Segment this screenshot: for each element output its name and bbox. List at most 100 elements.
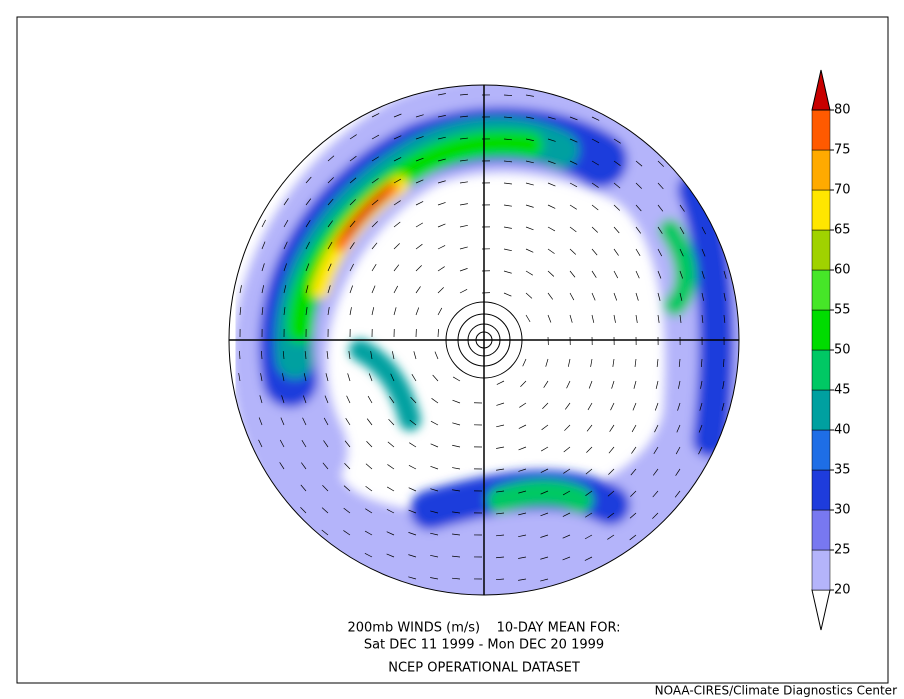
wind-arrow: [635, 160, 643, 167]
wind-arrow: [388, 418, 395, 426]
wind-arrow: [437, 287, 444, 294]
wind-arrow: [675, 446, 681, 455]
wind-arrow: [434, 351, 439, 360]
wind-arrow: [371, 242, 378, 250]
wind-arrow: [459, 289, 468, 294]
wind-arrow: [701, 314, 704, 323]
wind-arrow: [496, 556, 505, 559]
wind-arrow: [305, 176, 312, 184]
wind-arrow: [371, 307, 375, 316]
wind-arrow: [260, 350, 263, 360]
wind-arrow: [366, 440, 373, 448]
wind-arrow: [348, 351, 351, 360]
wind-arrow: [588, 380, 593, 389]
wind-arrow: [629, 534, 637, 541]
wind-arrow: [612, 358, 615, 367]
wind-arrow: [525, 160, 534, 164]
wind-arrow: [613, 160, 621, 166]
wind-arrow: [368, 373, 373, 382]
colorbar-tip: [811, 589, 831, 631]
wind-arrow: [630, 468, 637, 476]
wind-arrow: [525, 270, 534, 276]
colorbar-label: 55: [834, 303, 851, 318]
wind-arrow: [613, 182, 621, 189]
colorbar-label: 45: [834, 383, 851, 398]
colorbar-segment: [811, 149, 831, 191]
wind-arrow: [635, 182, 642, 189]
wind-arrow: [540, 578, 549, 582]
wind-arrow: [430, 465, 439, 470]
wind-arrow: [430, 488, 439, 492]
wind-arrow: [459, 159, 468, 162]
shade-45: [487, 479, 593, 513]
wind-arrow: [569, 204, 577, 210]
wind-arrow: [327, 220, 333, 228]
wind-arrow: [679, 270, 683, 279]
wind-arrow: [635, 270, 640, 279]
wind-arrow: [452, 422, 461, 426]
wind-arrow: [569, 182, 578, 188]
wind-arrow: [430, 554, 439, 558]
wind-arrow: [542, 402, 549, 409]
wind-arrow: [591, 204, 599, 211]
wind-arrow: [389, 396, 395, 404]
wind-arrow: [349, 220, 356, 228]
wind-arrow: [723, 270, 727, 279]
wind-arrow: [543, 380, 549, 388]
colorbar-label: 35: [834, 463, 851, 478]
wind-arrow: [563, 446, 571, 453]
wind-arrow: [371, 199, 379, 206]
wind-arrow: [503, 94, 513, 96]
title-line: 200mb WINDS (m/s) 10-DAY MEAN FOR:: [347, 621, 620, 636]
wind-arrow: [496, 402, 505, 406]
wind-arrow: [437, 245, 446, 250]
wind-arrow: [679, 226, 685, 235]
wind-arrow: [343, 507, 351, 514]
wind-arrow: [629, 512, 637, 519]
wind-arrow: [569, 160, 578, 165]
wind-arrow: [258, 439, 263, 448]
wind-arrow: [635, 314, 638, 323]
wind-arrow: [392, 351, 395, 360]
wind-arrow: [569, 226, 577, 233]
wind-arrow: [608, 468, 615, 475]
wind-arrow: [459, 203, 468, 206]
wind-arrow: [608, 446, 615, 454]
colorbar-segment: [811, 109, 831, 151]
wind-arrow: [279, 462, 285, 470]
wind-arrow: [437, 328, 439, 338]
wind-arrow: [540, 534, 549, 538]
wind-arrow: [569, 116, 578, 121]
wind-arrow: [415, 222, 424, 228]
wind-arrow: [701, 292, 705, 301]
wind-shading: [231, 85, 739, 595]
wind-arrow: [437, 266, 445, 272]
wind-arrow: [503, 116, 512, 119]
wind-arrow: [678, 358, 681, 367]
wind-arrow: [564, 424, 571, 431]
wind-arrow: [261, 219, 266, 228]
wind-arrow: [496, 512, 505, 515]
wind-arrow: [631, 446, 637, 454]
colorbar-segment: [811, 509, 831, 551]
wind-arrow: [305, 263, 310, 272]
colorbar-segment: [811, 309, 831, 351]
colorbar-segment: [811, 349, 831, 391]
wind-arrow: [519, 402, 527, 408]
wind-arrow: [349, 285, 353, 294]
wind-arrow: [635, 204, 642, 212]
wind-arrow: [371, 113, 380, 118]
wind-arrow: [279, 439, 285, 448]
wind-arrow: [496, 468, 505, 471]
wind-arrow: [432, 374, 439, 382]
wind-arrow: [415, 114, 424, 118]
wind-arrow: [371, 221, 378, 228]
wind-arrow: [518, 578, 527, 581]
wind-arrow: [408, 487, 417, 492]
wind-arrow: [430, 443, 439, 448]
wind-arrow: [430, 510, 439, 514]
wind-arrow: [591, 182, 599, 188]
wind-arrow: [607, 490, 615, 497]
wind-arrow: [260, 373, 263, 382]
wind-arrow: [349, 263, 354, 272]
